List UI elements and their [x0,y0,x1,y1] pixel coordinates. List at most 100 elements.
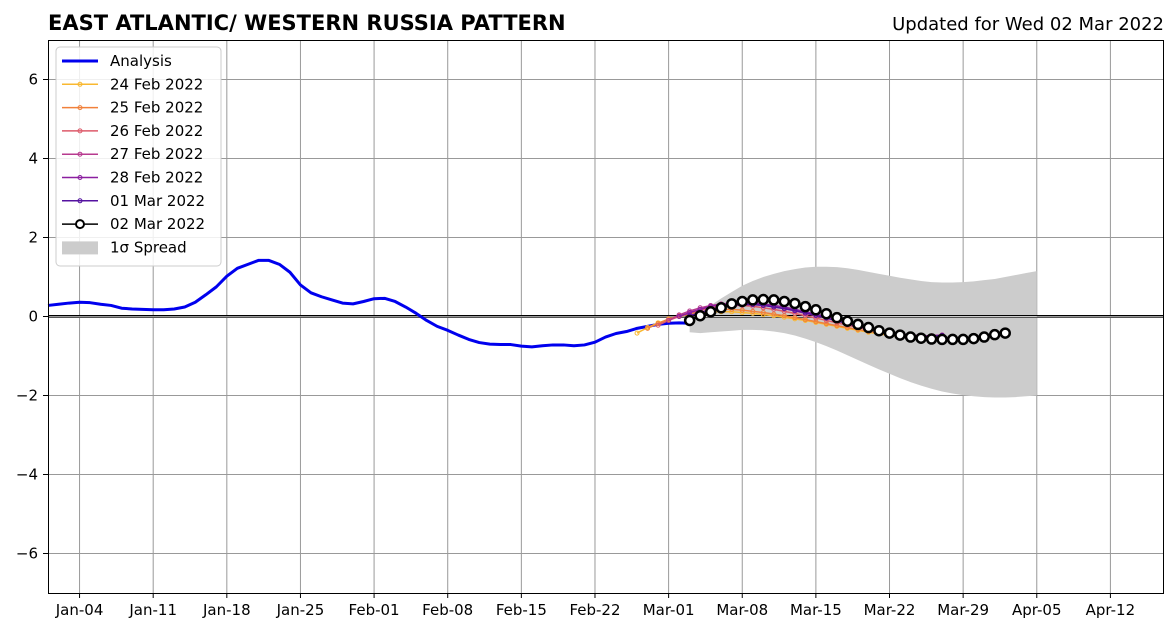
y-tick-label: −6 [16,545,38,563]
forecast-point [676,312,682,318]
current-forecast-point [967,332,980,345]
legend-label: 02 Mar 2022 [110,215,205,233]
forecast-point [771,311,777,317]
plot-frame [48,40,1164,594]
legend-label: 26 Feb 2022 [110,122,203,140]
legend-item: 01 Mar 2022 [62,192,205,210]
current-forecast-point [799,300,812,313]
current-forecast-point [841,315,854,327]
current-forecast-point [925,333,938,345]
current-forecast-point [778,295,791,308]
legend-marker [77,151,83,157]
x-tick-label: Feb-01 [349,601,400,619]
forecast-point [823,321,829,327]
x-tick-label: Jan-25 [276,601,325,619]
analysis-layer [47,258,690,349]
current-forecast-point [757,293,770,306]
legend-label: 1σ Spread [110,238,187,256]
zero-line-layer [48,315,1163,318]
current-forecast-point [694,309,706,322]
legend-swatch [62,241,98,255]
x-tick-label: Mar-08 [716,601,768,619]
x-tick-label: Mar-22 [864,601,916,619]
legend-label: 28 Feb 2022 [110,169,203,187]
current-forecast-point [768,294,780,306]
y-tick-label: 6 [28,71,38,89]
legend-label: 27 Feb 2022 [110,145,203,163]
legend-item: 27 Feb 2022 [62,145,203,163]
forecast-point [676,314,682,319]
x-tick-label: Mar-15 [790,601,842,619]
x-tick-label: Apr-12 [1086,601,1136,619]
current-forecast-point [894,329,906,341]
x-tick-label: Feb-08 [422,601,473,619]
current-forecast-point [715,302,727,314]
legend-box [55,46,222,267]
forecast-point [750,308,756,314]
forecast-point [655,322,661,328]
legend-label: 01 Mar 2022 [110,192,205,210]
forecast-point [634,330,640,336]
x-tick-label: Feb-15 [496,601,547,619]
current-forecast-point [725,298,738,310]
legend: Analysis 24 Feb 2022 25 Feb 2022 26 Feb 202… [55,46,222,267]
legend-item: 02 Mar 2022 [62,215,205,233]
y-tick-label: 0 [28,308,38,326]
forecast-point [739,307,745,313]
forecast-point [666,317,672,323]
current-forecast-point [683,314,696,327]
x-tick-label: Mar-29 [937,601,989,619]
current-forecast-point [999,327,1011,339]
current-forecast-point [946,333,959,346]
current-forecast-point [736,295,748,308]
x-tick-label: Mar-01 [643,601,695,619]
legend-marker [77,175,83,180]
x-tick-label: Jan-11 [128,601,177,619]
legend-item: 1σ Spread [62,238,187,256]
current-forecast-point [831,311,843,324]
y-tick-label: −2 [16,387,38,405]
legend-marker [77,128,83,134]
legend-item: Analysis [62,52,172,70]
current-forecast-point [883,327,896,339]
analysis-line [47,258,690,349]
x-tick-label: Jan-04 [55,601,104,619]
legend-marker [77,105,83,111]
forecast-point [760,310,766,316]
legend-item: 26 Feb 2022 [62,122,203,140]
current-forecast-point [852,318,864,331]
legend-item: 25 Feb 2022 [62,99,203,117]
x-tick-label: Jan-18 [202,601,251,619]
current-forecast-point [704,306,717,318]
x-tick-label: Apr-05 [1012,601,1062,619]
current-forecast-point [988,328,1001,341]
current-forecast-point [978,331,990,343]
legend-label: Analysis [110,52,172,70]
chart-title: EAST ATLANTIC/ WESTERN RUSSIA PATTERN [48,11,566,35]
y-axis-ticks: −6 −4 −2 0 2 4 6 [16,71,48,563]
current-forecast-layer [683,293,1011,346]
current-forecast-point [820,307,833,320]
legend-marker [75,219,85,230]
legend-item: 24 Feb 2022 [62,75,203,93]
current-forecast-point [862,321,875,334]
forecast-point [687,310,693,316]
x-axis-ticks: Jan-04 Jan-11 Jan-18 Jan-25 Feb-01 Feb-08 Feb-… [55,593,1135,619]
current-forecast-point [957,333,969,346]
chart-subtitle: Updated for Wed 02 Mar 2022 [892,14,1164,35]
x-tick-label: Feb-22 [569,601,620,619]
legend-marker [77,81,83,87]
y-tick-label: −4 [16,466,38,484]
current-forecast-point [904,331,917,343]
current-forecast-point [747,294,759,306]
y-tick-label: 4 [28,150,38,168]
current-forecast-point [915,332,927,344]
y-tick-label: 2 [28,229,38,247]
current-forecast-point [936,333,948,346]
current-forecast-point [873,324,885,337]
legend-marker [77,198,83,204]
legend-label: 24 Feb 2022 [110,75,203,93]
current-forecast-point [810,304,822,316]
legend-label: 25 Feb 2022 [110,99,203,117]
